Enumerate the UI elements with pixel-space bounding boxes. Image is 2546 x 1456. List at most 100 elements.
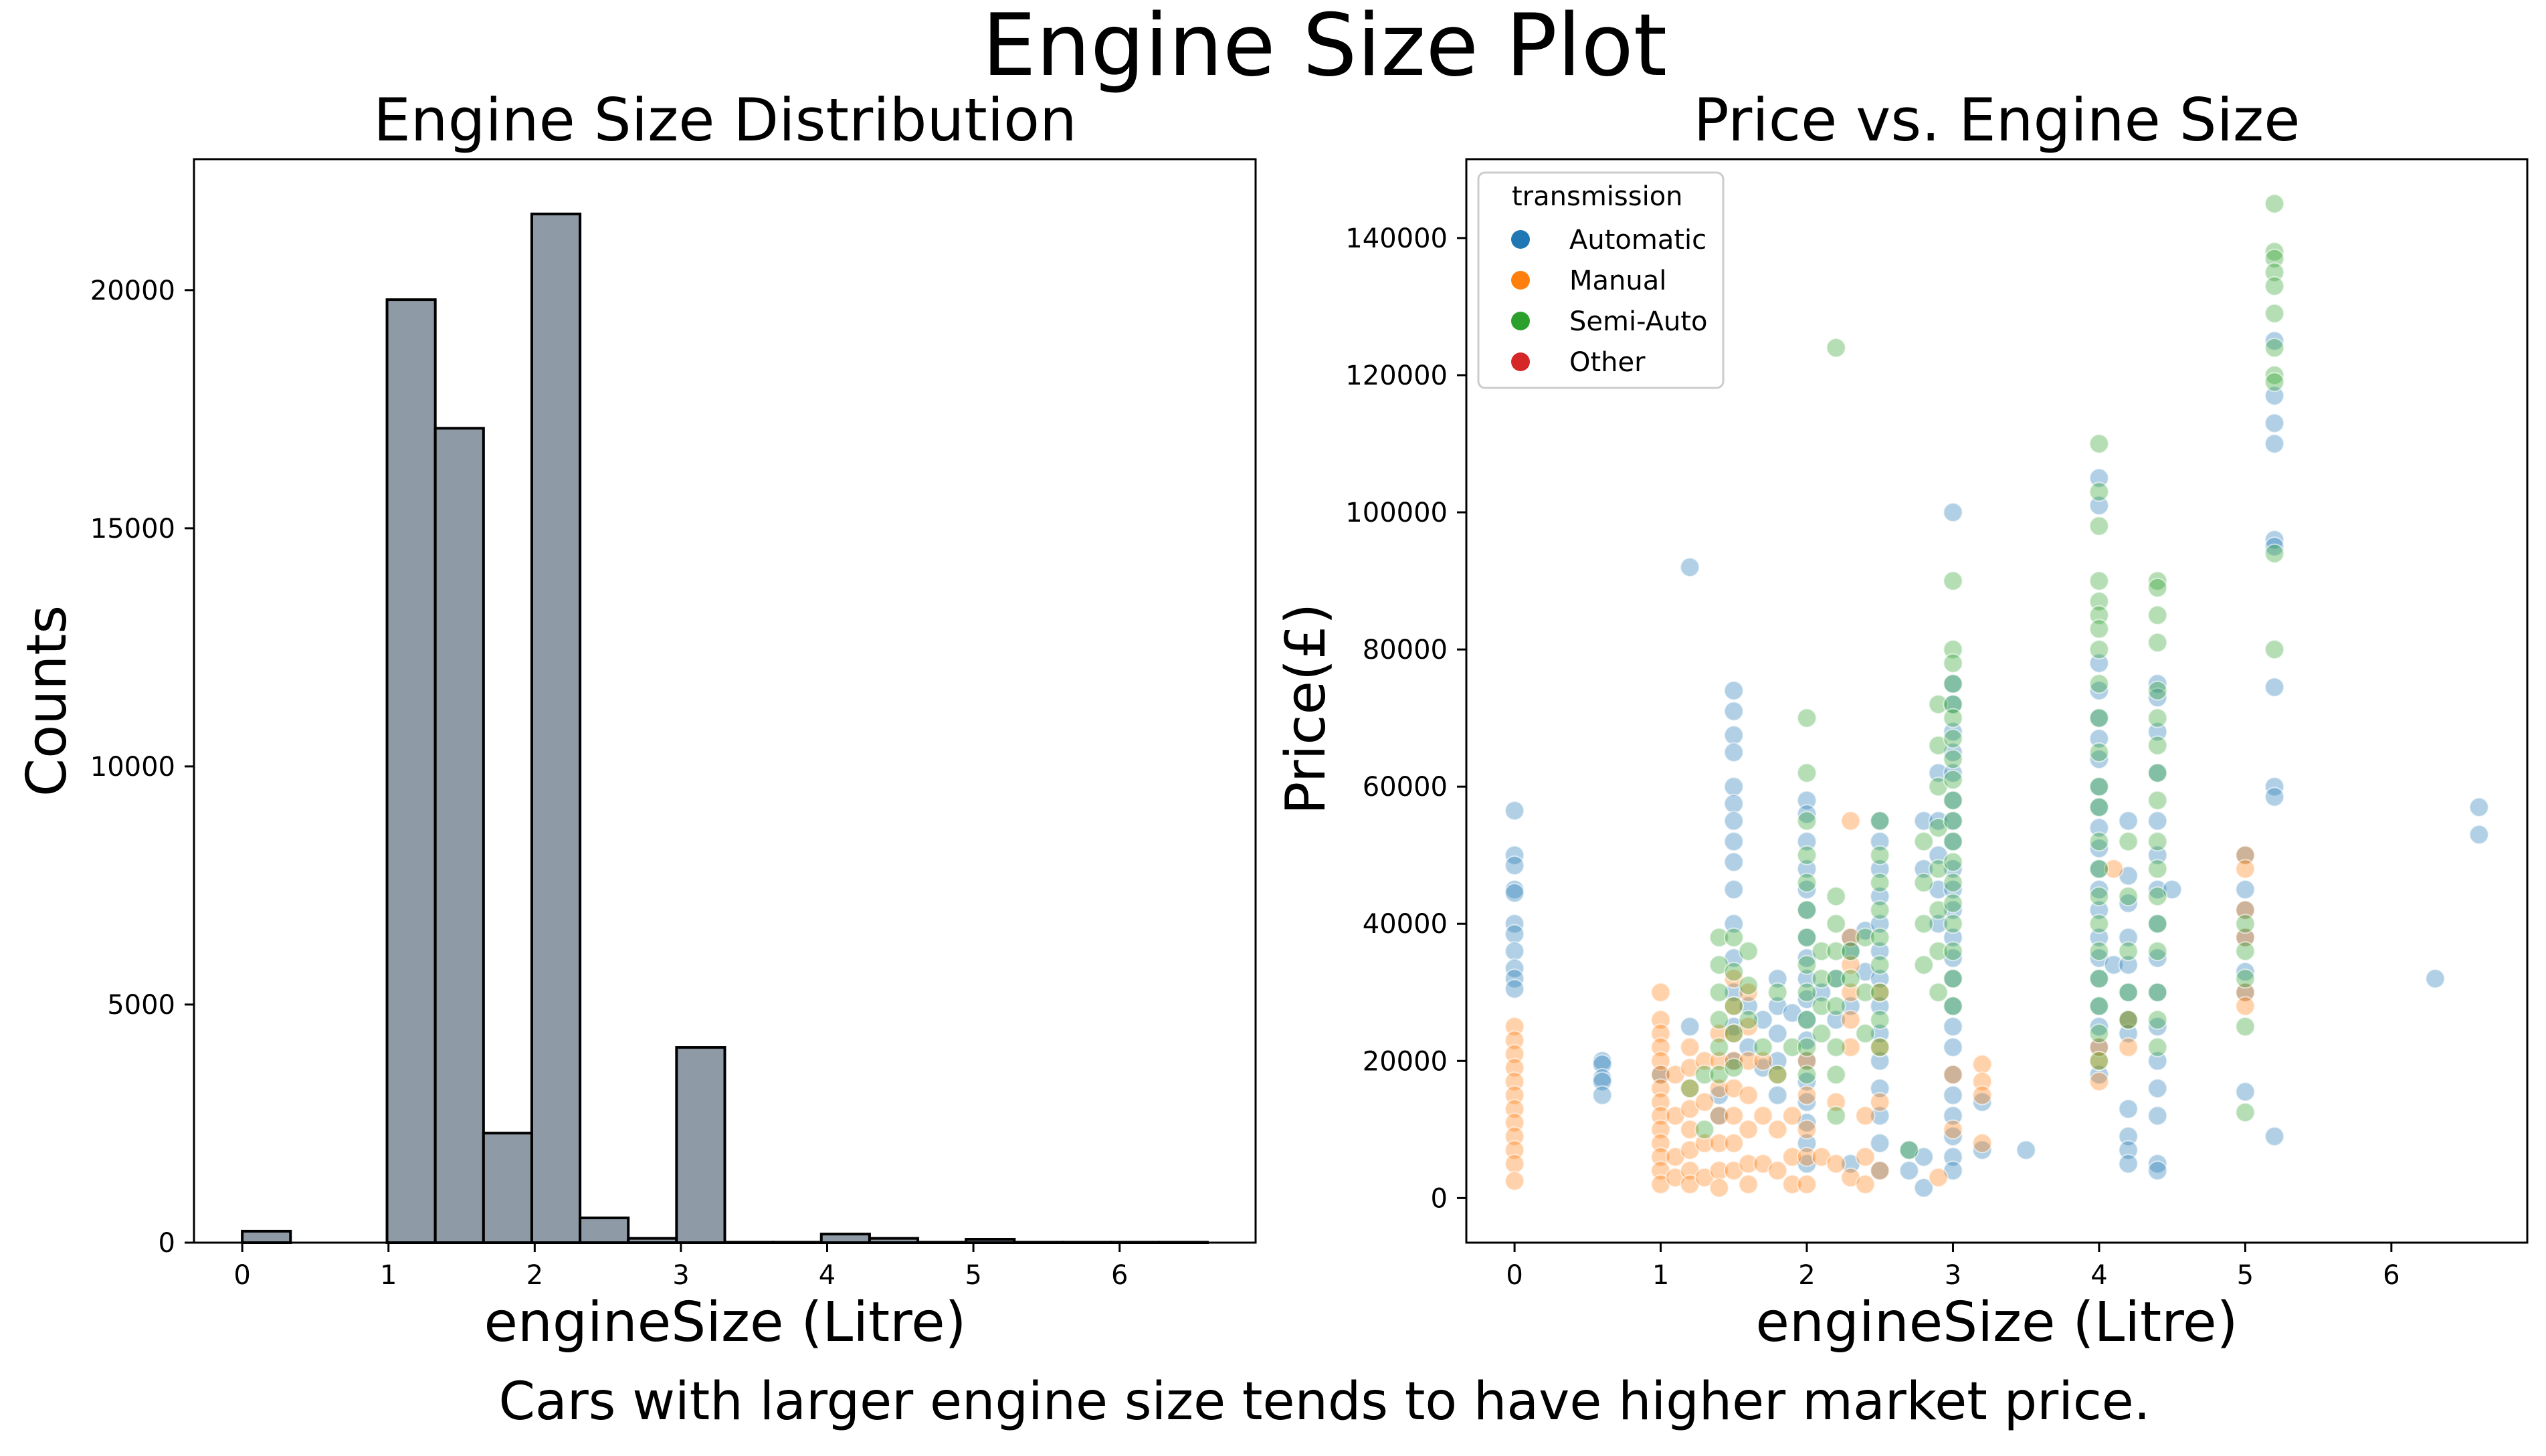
scatter-point <box>2147 735 2168 756</box>
scatter-point <box>2088 495 2109 516</box>
scatter-point <box>1928 982 1949 1003</box>
scatter-point <box>1650 1051 1671 1071</box>
scatter-point <box>1826 886 1846 907</box>
legend-label: Manual <box>1569 266 1666 296</box>
scatter-point <box>1738 982 1759 1003</box>
scatter-point <box>2088 591 2109 612</box>
scatter-point <box>1797 982 1817 1003</box>
scatter-point <box>1723 680 1744 701</box>
scatter-point <box>2235 1081 2256 1102</box>
scatter-point <box>1504 1140 1525 1160</box>
scatter-point <box>1870 859 1890 879</box>
scatter-point <box>2147 1037 2168 1057</box>
scatter-point <box>2147 577 2168 598</box>
histogram-y-label: Counts <box>15 605 79 797</box>
scatter-point <box>1870 914 1890 934</box>
scatter-point <box>1972 1133 1993 1154</box>
scatter-point <box>1870 845 1890 865</box>
scatter-point <box>1767 982 1788 1003</box>
scatter-point <box>1928 900 1949 920</box>
scatter-point <box>2264 433 2285 454</box>
scatter-point <box>1943 1160 1963 1181</box>
scatter-point <box>1928 941 1949 962</box>
scatter-point <box>1665 1064 1686 1085</box>
scatter-point <box>1898 1140 1919 1160</box>
scatter-point <box>2088 1071 2109 1092</box>
scatter-point <box>1723 962 1744 982</box>
scatter-point <box>1826 1106 1846 1126</box>
scatter-point <box>1680 1140 1700 1160</box>
scatter-point <box>1870 1160 1890 1181</box>
scatter-point <box>2088 728 2109 749</box>
scatter-point <box>1811 1023 1832 1044</box>
scatter-point <box>1504 1099 1525 1120</box>
legend-marker <box>1511 312 1530 330</box>
scatter-point <box>1840 982 1861 1003</box>
scatter-point <box>2147 1106 2168 1126</box>
scatter-point <box>2235 1102 2256 1123</box>
scatter-point <box>1650 982 1671 1003</box>
scatter-point <box>1797 811 1817 831</box>
scatter-point <box>1650 1064 1671 1085</box>
scatter-point <box>2088 639 2109 660</box>
scatter-point <box>1928 762 1949 783</box>
scatter-point <box>1840 927 1861 948</box>
scatter-point <box>1811 941 1832 962</box>
scatter-point <box>2088 482 2109 502</box>
scatter-point <box>2147 722 2168 742</box>
scatter-point <box>1870 954 1890 975</box>
scatter-point <box>1855 1174 1876 1194</box>
scatter-point <box>1943 941 1963 962</box>
scatter-point <box>1504 1085 1525 1106</box>
legend-marker <box>1511 271 1530 290</box>
scatter-point <box>1723 793 1744 814</box>
scatter-point <box>1855 1146 1876 1167</box>
scatter-point <box>1870 831 1890 852</box>
scatter-point <box>1943 742 1963 762</box>
x-tick-label: 1 <box>380 1260 397 1291</box>
scatter-point <box>1723 811 1744 831</box>
scatter-point <box>1943 1037 1963 1057</box>
scatter-point <box>2235 962 2256 982</box>
scatter-y-ticks: 0 20000 40000 60000 80000 100000 120000 140000 <box>1345 223 1466 1214</box>
scatter-point <box>1943 639 1963 660</box>
legend-label: Semi-Auto <box>1569 306 1708 337</box>
scatter-point <box>1943 831 1963 852</box>
scatter-point <box>1855 982 1876 1003</box>
scatter-point <box>1680 1099 1700 1120</box>
scatter-point <box>1680 1017 1700 1037</box>
scatter-point <box>1840 1167 1861 1188</box>
scatter-point <box>1943 570 1963 591</box>
histogram-bar <box>675 1046 726 1244</box>
scatter-point <box>1782 1174 1803 1194</box>
scatter-point <box>2088 708 2109 728</box>
scatter-point <box>1753 1154 1773 1174</box>
scatter-point <box>2103 954 2124 975</box>
scatter-point <box>1650 1078 1671 1099</box>
scatter-point <box>1753 1106 1773 1126</box>
scatter-point <box>1504 1126 1525 1147</box>
scatter-point <box>2088 742 2109 762</box>
scatter-point <box>1943 927 1963 948</box>
x-tick-label: 6 <box>1111 1260 1128 1291</box>
scatter-point <box>1504 1017 1525 1037</box>
scatter-point <box>1870 1037 1890 1057</box>
scatter-point <box>1665 1167 1686 1188</box>
scatter-point <box>1943 673 1963 694</box>
scatter-point <box>1870 1133 1890 1154</box>
scatter-point <box>1870 1009 1890 1030</box>
scatter-point <box>1811 1146 1832 1167</box>
scatter-point <box>1928 1167 1949 1188</box>
scatter-point <box>1797 948 1817 968</box>
x-tick-label: 5 <box>965 1260 981 1291</box>
scatter-x-label: engineSize (Litre) <box>1755 1291 2238 1354</box>
scatter-point <box>2468 797 2489 817</box>
scatter-point <box>2147 673 2168 694</box>
scatter-point <box>2235 927 2256 948</box>
legend-label: Automatic <box>1569 225 1706 255</box>
scatter-point <box>1943 948 1963 968</box>
scatter-point <box>1738 996 1759 1017</box>
scatter-point <box>2264 543 2285 564</box>
scatter-point <box>1738 1037 1759 1057</box>
scatter-point <box>1797 1091 1817 1112</box>
